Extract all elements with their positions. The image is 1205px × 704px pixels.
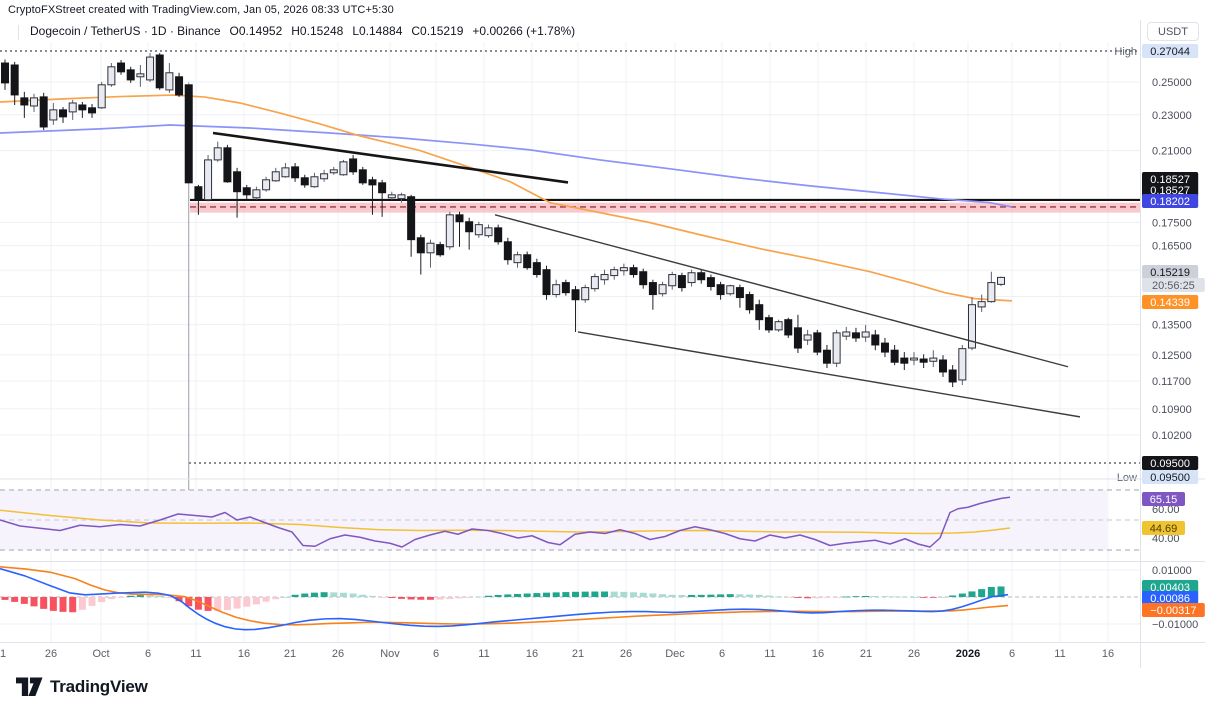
axis-price-badge <box>1142 44 1199 58</box>
svg-text:26: 26 <box>908 648 920 660</box>
rsi-ma-line <box>0 509 1011 535</box>
svg-text:High: High <box>1114 46 1137 58</box>
svg-text:0.23000: 0.23000 <box>1152 110 1192 122</box>
svg-text:−0.01000: −0.01000 <box>1152 619 1198 631</box>
rsi-pane[interactable] <box>0 489 1140 551</box>
axis-price-badge <box>1142 521 1185 535</box>
svg-text:0.17500: 0.17500 <box>1152 217 1192 229</box>
svg-text:Oct: Oct <box>92 648 109 660</box>
svg-text:11: 11 <box>190 648 201 660</box>
svg-text:0.18202: 0.18202 <box>1150 196 1190 208</box>
ma-fast-line <box>0 94 1013 302</box>
main-price-pane[interactable]: High Low <box>0 46 1140 510</box>
ohlc-high: H0.15248 <box>291 24 344 38</box>
price-axis[interactable]: 0.250000.230000.210000.175000.165000.155… <box>0 20 1205 668</box>
svg-text:0.10200: 0.10200 <box>1152 430 1192 442</box>
svg-text:21: 21 <box>860 648 872 660</box>
svg-text:Dec: Dec <box>665 648 685 660</box>
ohlc-open: O0.14952 <box>229 24 283 38</box>
svg-text:26: 26 <box>45 648 57 660</box>
svg-text:6: 6 <box>433 648 439 660</box>
svg-text:6: 6 <box>719 648 725 660</box>
axis-price-badge <box>1142 603 1205 617</box>
attribution-text: CryptoFXStreet created with TradingView.… <box>8 4 394 16</box>
pane-divider-tick <box>18 25 19 40</box>
axis-price-badge <box>1142 278 1205 292</box>
svg-text:44.69: 44.69 <box>1150 523 1178 535</box>
svg-text:−0.00317: −0.00317 <box>1150 605 1196 617</box>
time-axis[interactable]: 21 26 Oct 6 11 16 21 26 Nov 6 11 16 21 26 Dec 6 11 16 21 26… <box>0 648 1114 660</box>
axis-price-badge <box>1142 194 1199 208</box>
svg-text:0.25000: 0.25000 <box>1152 77 1192 89</box>
svg-text:16: 16 <box>238 648 250 660</box>
svg-text:0.16500: 0.16500 <box>1152 241 1192 253</box>
axis-price-badge <box>1142 591 1199 605</box>
svg-text:0.13500: 0.13500 <box>1152 320 1192 332</box>
svg-text:0.10900: 0.10900 <box>1152 404 1192 416</box>
axis-price-badge <box>1142 183 1199 197</box>
svg-text:0.00086: 0.00086 <box>1150 593 1190 605</box>
svg-text:21: 21 <box>284 648 296 660</box>
svg-text:0.01000: 0.01000 <box>1152 565 1192 577</box>
svg-text:2026: 2026 <box>956 648 980 660</box>
svg-text:11: 11 <box>478 648 489 660</box>
currency-toggle-button[interactable]: USDT <box>1147 22 1199 41</box>
svg-text:21: 21 <box>0 648 6 660</box>
tradingview-logo[interactable]: TradingView <box>16 676 148 698</box>
svg-text:65.15: 65.15 <box>1150 494 1178 506</box>
axis-price-badge <box>1142 470 1199 484</box>
axis-price-badge <box>1142 172 1199 186</box>
svg-text:0.15219: 0.15219 <box>1150 267 1190 279</box>
svg-text:60.00: 60.00 <box>1152 504 1180 516</box>
macd-line <box>0 567 1009 631</box>
svg-text:16: 16 <box>812 648 824 660</box>
svg-text:6: 6 <box>1009 648 1015 660</box>
svg-text:0.12500: 0.12500 <box>1152 350 1192 362</box>
svg-text:11: 11 <box>1054 648 1065 660</box>
svg-text:40.00: 40.00 <box>1152 533 1180 545</box>
axis-price-badge <box>1142 295 1199 309</box>
svg-text:6: 6 <box>145 648 151 660</box>
svg-text:0.09500: 0.09500 <box>1150 458 1190 470</box>
svg-text:0.21000: 0.21000 <box>1152 146 1192 158</box>
svg-text:26: 26 <box>620 648 632 660</box>
symbol-title[interactable]: Dogecoin / TetherUS · 1D · Binance <box>30 24 221 38</box>
svg-text:0.11700: 0.11700 <box>1152 376 1191 388</box>
axis-price-badge <box>1142 456 1199 470</box>
ohlc-low: L0.14884 <box>352 24 403 38</box>
svg-text:21: 21 <box>572 648 584 660</box>
svg-text:0.09500: 0.09500 <box>1150 472 1190 484</box>
axis-price-badge <box>1142 492 1185 506</box>
svg-text:11: 11 <box>764 648 775 660</box>
svg-text:Nov: Nov <box>380 648 400 660</box>
svg-text:Low: Low <box>1117 472 1137 484</box>
svg-text:16: 16 <box>1102 648 1114 660</box>
svg-text:16: 16 <box>526 648 538 660</box>
symbol-legend: Dogecoin / TetherUS · 1D · Binance O0.14… <box>30 24 575 38</box>
svg-text:20:56:25: 20:56:25 <box>1152 280 1195 292</box>
rsi-line <box>0 496 1011 548</box>
ma-slow-line <box>0 124 1013 208</box>
svg-text:0.27044: 0.27044 <box>1150 46 1190 58</box>
tradingview-logo-icon <box>16 677 43 696</box>
macd-signal-line <box>0 565 1009 626</box>
ohlc-change: +0.00266 (+1.78%) <box>472 24 576 38</box>
axis-price-badge <box>1142 580 1199 594</box>
ohlc-close: C0.15219 <box>411 24 464 38</box>
macd-pane[interactable] <box>0 565 1140 631</box>
axis-price-badge <box>1142 265 1199 279</box>
tradingview-logo-text: TradingView <box>50 677 148 696</box>
svg-text:26: 26 <box>332 648 344 660</box>
svg-text:0.14339: 0.14339 <box>1150 297 1190 309</box>
